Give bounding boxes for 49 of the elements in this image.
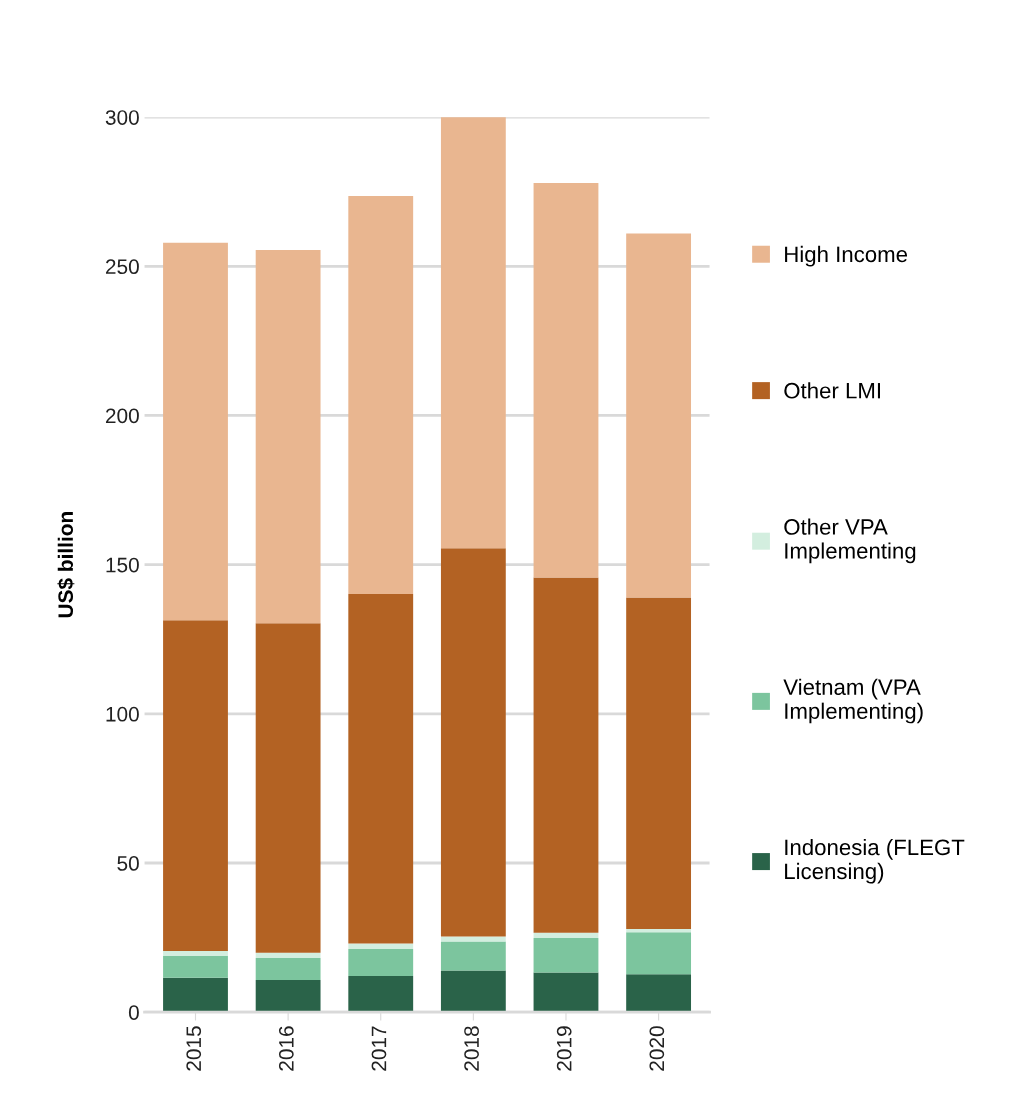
bar: [163, 620, 228, 952]
bar: [255, 249, 321, 624]
x-tick-label: 2019: [556, 1026, 572, 1071]
bar: [255, 952, 321, 958]
bar: [440, 970, 506, 1013]
x-tick-label: 2018: [464, 1026, 479, 1071]
bar: [440, 941, 506, 971]
bar: [626, 974, 692, 1013]
bar: [348, 943, 414, 949]
x-tick-label: 2016: [278, 1026, 294, 1071]
bar: [163, 242, 228, 621]
bar: [348, 195, 414, 594]
x-tick-label: 2015: [186, 1026, 202, 1071]
bar: [348, 948, 414, 977]
y-tick-label: 50: [117, 856, 139, 871]
bar: [440, 548, 506, 937]
y-tick-label: 0: [128, 1005, 139, 1020]
y-tick-label: 200: [105, 408, 139, 424]
y-tick-label: 300: [105, 110, 139, 125]
y-tick-label: 150: [106, 557, 139, 573]
bar: [440, 936, 506, 942]
y-tick-label: 100: [106, 706, 139, 722]
bar: [255, 957, 321, 980]
bar: [533, 937, 599, 973]
bar: [533, 972, 599, 1013]
legend-label: Other VPA Implementing: [784, 518, 916, 564]
x-tick-label: 2017: [371, 1026, 387, 1071]
bar: [626, 928, 692, 933]
legend-label: Indonesia (FLEGT Licensing): [785, 838, 965, 884]
bar: [163, 977, 228, 1013]
bar: [348, 976, 414, 1013]
bar: [626, 233, 692, 598]
bar: [533, 932, 599, 938]
legend-label: Other LMI: [784, 382, 880, 399]
y-tick-label: 250: [105, 259, 139, 275]
legend-label: High Income: [785, 245, 908, 267]
y-axis-title: US$ billion: [57, 512, 75, 618]
bar: [626, 597, 692, 929]
x-tick-label: 2020: [649, 1026, 665, 1071]
legend-label: Vietnam (VPA Implementing): [783, 678, 923, 724]
bar: [533, 577, 599, 933]
bar: [440, 117, 506, 549]
bar: [163, 951, 228, 957]
bar: [255, 623, 321, 953]
bar: [255, 979, 321, 1013]
bar: [626, 932, 692, 975]
bar: [533, 183, 599, 578]
bar: [163, 956, 228, 978]
bar: [348, 593, 414, 944]
